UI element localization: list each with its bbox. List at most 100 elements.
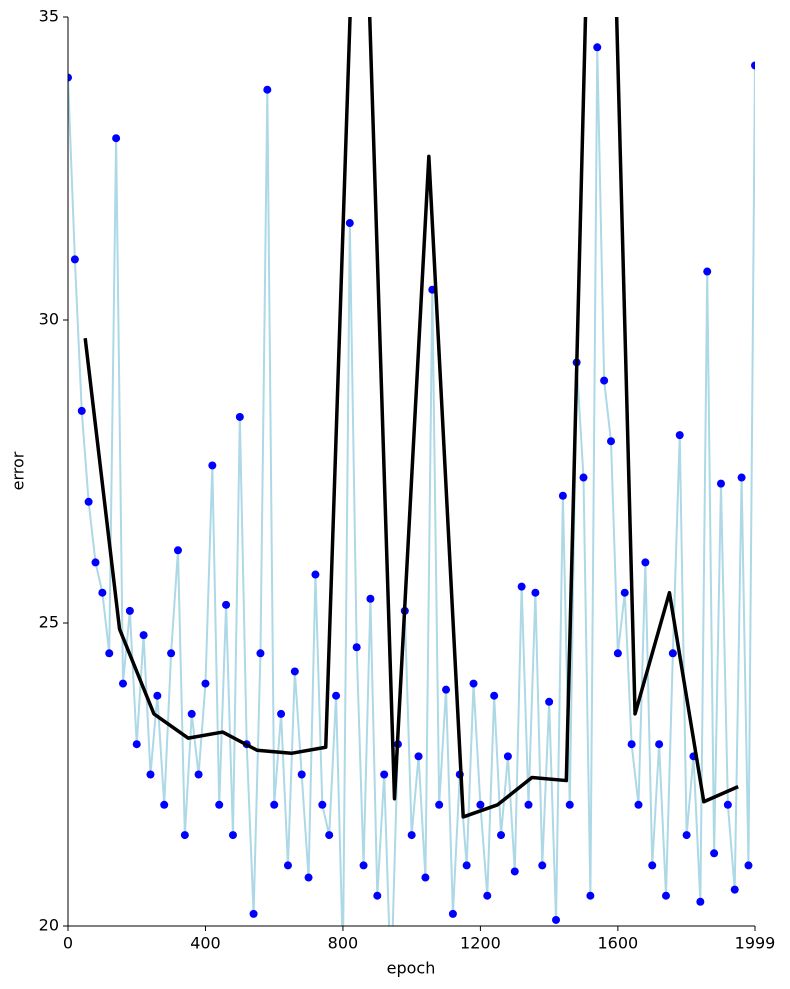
point (222, 600, 231, 609)
point (325, 831, 334, 840)
point (139, 631, 148, 640)
point (421, 873, 430, 882)
point (146, 770, 155, 779)
point (318, 800, 327, 809)
point (414, 752, 423, 761)
x-tick-label: 0 (63, 934, 73, 953)
point (613, 649, 622, 658)
series-line (83, 17, 739, 819)
point (208, 461, 217, 470)
point (194, 770, 203, 779)
point (118, 679, 127, 688)
point (723, 800, 732, 809)
point (469, 679, 478, 688)
point (290, 667, 299, 676)
point (180, 831, 189, 840)
point (703, 267, 712, 276)
point (277, 709, 286, 718)
series-line (68, 46, 755, 926)
y-tick-label: 20 (39, 916, 59, 935)
point (730, 885, 739, 894)
y-tick-label: 25 (39, 613, 59, 632)
point (256, 649, 265, 658)
point (586, 891, 595, 900)
point (153, 691, 162, 700)
point (91, 558, 100, 567)
point (710, 849, 719, 858)
point (607, 437, 616, 446)
x-axis-label: epoch (387, 959, 436, 978)
point (696, 897, 705, 906)
point (84, 497, 93, 506)
point (538, 861, 547, 870)
y-tick-label: 35 (39, 7, 59, 26)
plot-area (68, 17, 755, 989)
point (68, 73, 72, 82)
point (531, 588, 540, 597)
point (648, 861, 657, 870)
point (235, 412, 244, 421)
point (524, 800, 533, 809)
point (187, 709, 196, 718)
point (682, 831, 691, 840)
point (215, 800, 224, 809)
point (407, 831, 416, 840)
point (751, 61, 755, 70)
point (228, 831, 237, 840)
point (304, 873, 313, 882)
point (490, 691, 499, 700)
point (634, 800, 643, 809)
point (716, 479, 725, 488)
y-axis-label: error (9, 451, 28, 490)
point (311, 570, 320, 579)
point (263, 85, 272, 94)
point (558, 491, 567, 500)
point (249, 909, 258, 918)
x-tick-label: 800 (328, 934, 359, 953)
point (593, 43, 602, 52)
point (476, 800, 485, 809)
point (517, 582, 526, 591)
point (565, 800, 574, 809)
point (359, 861, 368, 870)
point (641, 558, 650, 567)
point (675, 431, 684, 440)
point (483, 891, 492, 900)
y-tick-label: 30 (39, 310, 59, 329)
point (373, 891, 382, 900)
point (655, 740, 664, 749)
point (661, 891, 670, 900)
point (744, 861, 753, 870)
point (270, 800, 279, 809)
point (545, 697, 554, 706)
point (339, 952, 347, 960)
point (737, 473, 746, 482)
point (600, 376, 609, 385)
point (132, 740, 141, 749)
point (297, 770, 306, 779)
point (627, 740, 636, 749)
point (77, 406, 86, 415)
point (160, 800, 169, 809)
point (105, 649, 114, 658)
point (366, 594, 375, 603)
point (352, 643, 361, 652)
x-tick-label: 400 (190, 934, 221, 953)
point (380, 770, 389, 779)
point (435, 800, 444, 809)
point (503, 752, 512, 761)
point (387, 983, 395, 989)
x-tick-label: 1200 (460, 934, 501, 953)
point (345, 219, 354, 228)
point (552, 915, 561, 924)
point (510, 867, 519, 876)
point (98, 588, 107, 597)
point (70, 255, 79, 264)
point (497, 831, 506, 840)
point (462, 861, 471, 870)
point (283, 861, 292, 870)
point (112, 134, 121, 143)
point (579, 473, 588, 482)
